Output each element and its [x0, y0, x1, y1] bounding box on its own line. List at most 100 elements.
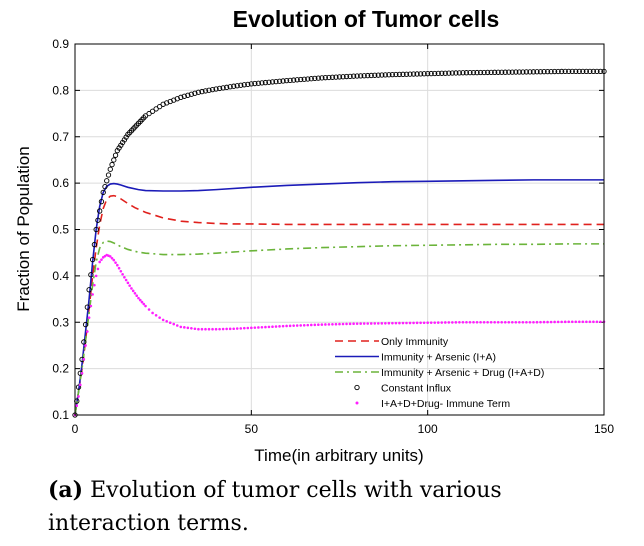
data-point — [302, 323, 306, 327]
data-point — [361, 73, 367, 79]
data-point — [149, 108, 156, 114]
legend-item: Immunity + Arsenic + Drug (I+A+D) — [335, 367, 544, 379]
x-tick-label: 0 — [72, 422, 79, 436]
data-point — [264, 325, 267, 329]
data-point — [373, 322, 377, 325]
data-point — [492, 69, 498, 75]
data-point — [594, 68, 600, 75]
data-point — [488, 69, 494, 76]
data-point — [319, 75, 325, 81]
data-point — [179, 325, 183, 329]
data-point — [518, 320, 521, 324]
data-point — [93, 226, 99, 233]
data-point — [532, 320, 535, 324]
data-point — [238, 82, 244, 88]
data-point — [204, 327, 207, 331]
data-point — [285, 324, 288, 328]
data-point — [121, 272, 124, 276]
y-tick-label: 0.1 — [52, 408, 69, 422]
data-point — [398, 321, 401, 325]
data-point — [301, 76, 307, 82]
data-point — [246, 326, 250, 330]
data-point — [415, 321, 419, 325]
data-point — [566, 68, 572, 75]
data-point — [151, 311, 154, 315]
data-point — [276, 78, 283, 84]
legend-label: Constant Influx — [381, 383, 452, 395]
data-point — [432, 70, 438, 77]
data-point — [168, 321, 172, 325]
data-point — [400, 71, 406, 77]
data-point — [514, 320, 518, 324]
data-point — [458, 320, 461, 324]
data-point — [138, 298, 142, 302]
data-point — [412, 321, 415, 325]
data-point — [403, 71, 410, 77]
legend-item: I+A+D+Drug- Immune Term — [355, 398, 510, 410]
data-point — [527, 69, 533, 75]
data-point — [172, 322, 176, 326]
data-point — [502, 69, 508, 75]
data-point — [553, 320, 556, 324]
data-point — [456, 70, 463, 76]
data-point — [461, 320, 465, 324]
data-point — [299, 324, 303, 327]
data-point — [336, 74, 343, 80]
data-point — [259, 80, 265, 86]
data-point — [124, 278, 128, 282]
data-point — [192, 90, 198, 96]
data-point — [569, 68, 575, 75]
data-point — [451, 321, 454, 324]
data-point — [241, 82, 247, 88]
data-point — [548, 68, 554, 75]
data-point — [84, 304, 90, 310]
data-point — [128, 284, 131, 287]
data-point — [309, 323, 313, 327]
data-point — [223, 84, 230, 90]
data-point — [294, 77, 300, 83]
data-point — [156, 103, 163, 110]
data-point — [570, 320, 574, 324]
x-ticks: 0 50 100 150 — [72, 44, 614, 436]
data-point — [104, 178, 110, 184]
caption-label: (a) — [48, 477, 84, 503]
data-point — [408, 321, 412, 325]
data-point — [419, 321, 422, 325]
data-point — [102, 183, 108, 190]
data-point — [123, 275, 126, 279]
data-point — [368, 72, 374, 79]
data-point — [511, 320, 514, 324]
data-point — [523, 69, 530, 75]
plot-frame — [74, 43, 605, 416]
data-point — [592, 320, 595, 324]
data-point — [389, 71, 396, 78]
data-point — [588, 320, 592, 324]
legend-label: Immunity + Arsenic (I+A) — [381, 352, 496, 364]
data-point — [209, 86, 216, 93]
data-point — [447, 321, 451, 324]
data-point — [484, 69, 491, 76]
data-point — [225, 327, 228, 331]
legend-label: I+A+D+Drug- Immune Term — [381, 398, 510, 410]
data-point — [269, 79, 276, 85]
data-point — [199, 88, 205, 95]
legend-swatch — [355, 401, 359, 405]
data-point — [549, 320, 553, 324]
data-point — [320, 323, 324, 326]
data-point — [334, 322, 338, 326]
data-point — [482, 320, 486, 324]
data-point — [283, 77, 290, 84]
y-tick-label: 0.9 — [52, 37, 69, 51]
data-point — [513, 69, 519, 75]
data-point — [110, 256, 114, 260]
data-point — [231, 83, 237, 89]
data-point — [87, 316, 91, 319]
data-point — [100, 258, 103, 261]
data-point — [239, 327, 243, 330]
y-axis-label: Fraction of Population — [14, 146, 33, 311]
data-point — [453, 70, 459, 76]
data-point — [81, 339, 87, 345]
data-point — [100, 189, 106, 196]
data-point — [207, 327, 211, 331]
data-point — [503, 320, 507, 324]
